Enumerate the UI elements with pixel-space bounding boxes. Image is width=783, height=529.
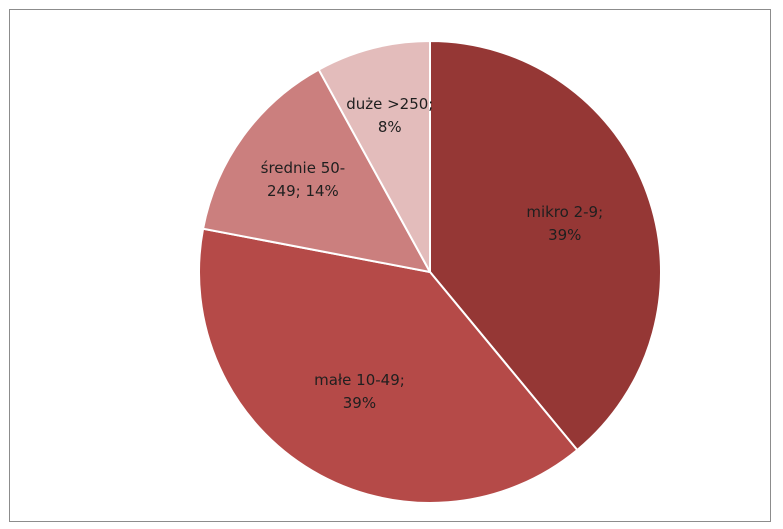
slice-label-line: średnie 50-	[261, 159, 346, 177]
slice-label-1: mikro 2-9; 39%	[526, 203, 603, 244]
pie-slice-3	[201, 68, 432, 274]
slice-label-line: duże >250;	[346, 95, 433, 113]
pie-slice-4	[317, 39, 431, 273]
slice-label-3: średnie 50- 249; 14%	[261, 159, 346, 200]
slice-label-line: 39%	[548, 226, 581, 244]
slice-label-2: małe 10-49; 39%	[314, 371, 405, 412]
pie-slice-1	[429, 39, 662, 452]
slice-label-4: duże >250; 8%	[346, 95, 433, 136]
pie-labels: mikro 2-9; 39% małe 10-49; 39% średnie 50- 24…	[261, 95, 604, 412]
slice-label-line: małe 10-49;	[314, 371, 405, 389]
slice-label-line: 39%	[343, 394, 376, 412]
slice-label-line: mikro 2-9;	[526, 203, 603, 221]
pie-slices	[198, 39, 662, 504]
slice-label-line: 8%	[378, 118, 402, 136]
pie-slice-2	[198, 227, 579, 504]
slice-label-line: 249; 14%	[267, 182, 339, 200]
